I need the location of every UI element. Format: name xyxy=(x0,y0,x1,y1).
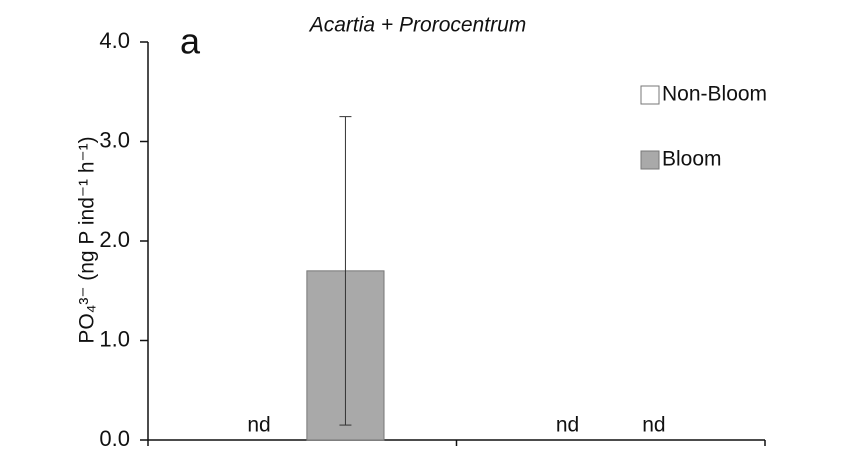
legend-swatch xyxy=(640,85,660,105)
panel-label: a xyxy=(180,21,201,62)
value-label: nd xyxy=(247,414,270,437)
legend-label: Bloom xyxy=(662,148,722,171)
legend-label: Non-Bloom xyxy=(662,83,767,106)
y-tick-label: 4.0 xyxy=(99,28,130,53)
value-label: nd xyxy=(556,414,579,437)
value-label: nd xyxy=(642,414,665,437)
chart-title: Acartia + Prorocentrum xyxy=(308,14,527,37)
y-tick-label: 2.0 xyxy=(99,227,130,252)
legend-swatch xyxy=(640,150,660,170)
y-tick-label: 1.0 xyxy=(99,326,130,351)
y-axis-label: PO₄³⁻ (ng P ind⁻¹ h⁻¹) xyxy=(76,136,99,343)
y-tick-label: 3.0 xyxy=(99,127,130,152)
y-tick-label: 0.0 xyxy=(99,426,130,451)
